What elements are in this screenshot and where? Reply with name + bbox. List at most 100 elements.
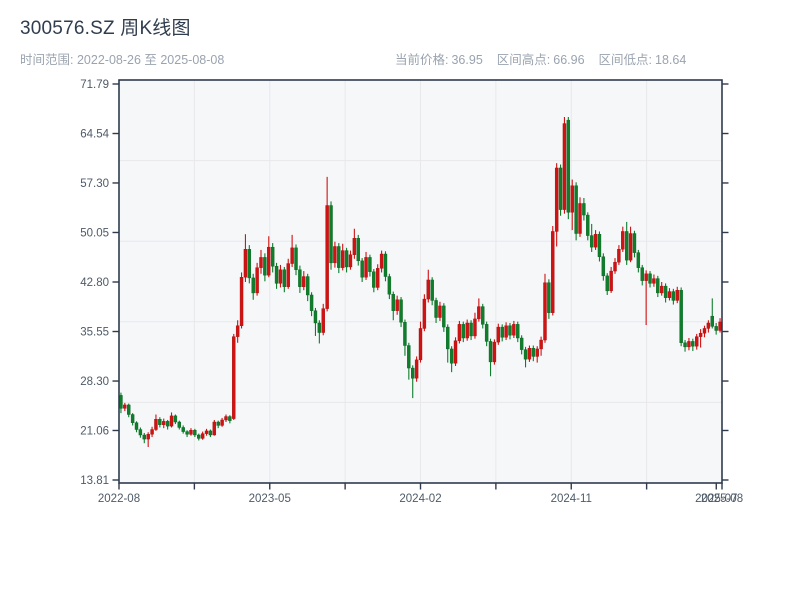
candle-up xyxy=(204,428,209,436)
candle-down xyxy=(714,322,718,335)
y-tick-label: 35.55 xyxy=(80,327,109,339)
candle-up xyxy=(379,250,384,273)
candle-up xyxy=(267,236,271,278)
candle-up xyxy=(660,282,664,296)
candle-down xyxy=(372,269,376,293)
x-tick-label: 2023-05 xyxy=(249,493,291,505)
candle-up xyxy=(453,337,458,367)
range-low: 区间低点: 18.64 xyxy=(598,53,687,67)
candle-down xyxy=(391,291,395,321)
candle-up xyxy=(418,321,423,363)
candle-up xyxy=(613,258,617,274)
y-tick-label: 21.06 xyxy=(80,425,109,437)
candle-down xyxy=(449,346,454,373)
candle-down xyxy=(434,297,438,323)
candle-up xyxy=(504,322,508,341)
candle-down xyxy=(173,414,178,425)
candle-up xyxy=(687,338,691,351)
candle-down xyxy=(216,420,220,429)
candle-up xyxy=(376,264,380,291)
candle-up xyxy=(465,319,469,341)
candle-up xyxy=(169,412,174,428)
candle-down xyxy=(127,403,131,418)
candle-down xyxy=(356,234,360,266)
candle-down xyxy=(263,253,267,282)
x-tick-label: 2025-07 xyxy=(695,493,737,505)
candle-up xyxy=(200,431,205,440)
candle-up xyxy=(150,426,154,438)
candle-up xyxy=(352,228,357,259)
candle-down xyxy=(298,265,302,293)
candle-up xyxy=(593,230,598,250)
candle-down xyxy=(411,365,415,399)
candle-down xyxy=(671,288,676,305)
candle-up xyxy=(395,295,399,315)
candle-down xyxy=(247,245,252,284)
candle-up xyxy=(457,320,462,344)
candle-down xyxy=(601,253,606,281)
candle-down xyxy=(387,273,392,300)
candle-down xyxy=(138,427,143,438)
y-tick-label: 13.81 xyxy=(80,475,109,487)
candle-down xyxy=(531,345,536,362)
candle-up xyxy=(278,264,283,288)
candle-down xyxy=(309,292,314,317)
candle-up xyxy=(652,274,656,287)
candle-up xyxy=(438,301,442,321)
y-tick-label: 28.30 xyxy=(80,376,109,388)
candle-down xyxy=(368,254,372,277)
x-tick-label: 2024-02 xyxy=(399,493,441,505)
candle-down xyxy=(679,287,683,347)
candle-up xyxy=(255,262,259,296)
candle-up xyxy=(162,418,166,429)
candle-up xyxy=(706,320,711,333)
candle-down xyxy=(624,221,629,265)
candle-up xyxy=(235,320,240,343)
candle-up xyxy=(220,417,224,427)
candle-down xyxy=(317,320,322,344)
candle-up xyxy=(675,286,679,304)
candle-up xyxy=(290,234,294,267)
candle-down xyxy=(228,415,232,424)
candle-up xyxy=(243,234,248,282)
y-tick-label: 71.79 xyxy=(80,79,109,91)
candle-down xyxy=(165,419,170,430)
candle-down xyxy=(442,303,446,332)
candle-down xyxy=(566,116,571,220)
candle-down xyxy=(500,324,504,342)
candle-down xyxy=(208,429,213,438)
price-metrics: 当前价格: 36.95 区间高点: 66.96 区间低点: 18.64 xyxy=(395,49,700,68)
candle-up xyxy=(617,245,621,265)
candle-down xyxy=(632,230,637,258)
candle-down xyxy=(605,273,609,295)
candle-up xyxy=(224,414,228,423)
candle-down xyxy=(656,275,660,298)
y-tick-label: 64.54 xyxy=(80,129,109,141)
candle-up xyxy=(609,266,613,293)
candle-down xyxy=(329,201,333,270)
candle-up xyxy=(644,270,648,326)
candle-down xyxy=(519,335,524,355)
candle-down xyxy=(558,164,563,216)
candle-up xyxy=(340,243,345,271)
candle-down xyxy=(337,243,341,274)
current-price: 当前价格: 36.95 xyxy=(395,53,483,67)
x-tick-label: 2022-08 xyxy=(98,493,140,505)
candle-down xyxy=(484,321,489,347)
candle-up xyxy=(551,225,555,316)
candle-down xyxy=(636,249,641,273)
candle-down xyxy=(305,273,310,302)
y-tick-label: 57.30 xyxy=(80,178,109,190)
candle-up xyxy=(621,226,625,252)
candle-up xyxy=(364,251,368,280)
candle-down xyxy=(177,420,182,430)
y-tick-label: 42.80 xyxy=(80,277,109,289)
candle-up xyxy=(554,163,559,247)
candle-down xyxy=(640,264,644,286)
x-tick-label: 2024-11 xyxy=(551,493,592,505)
candle-down xyxy=(407,342,411,380)
candle-up xyxy=(302,271,306,291)
candle-up xyxy=(286,258,290,289)
